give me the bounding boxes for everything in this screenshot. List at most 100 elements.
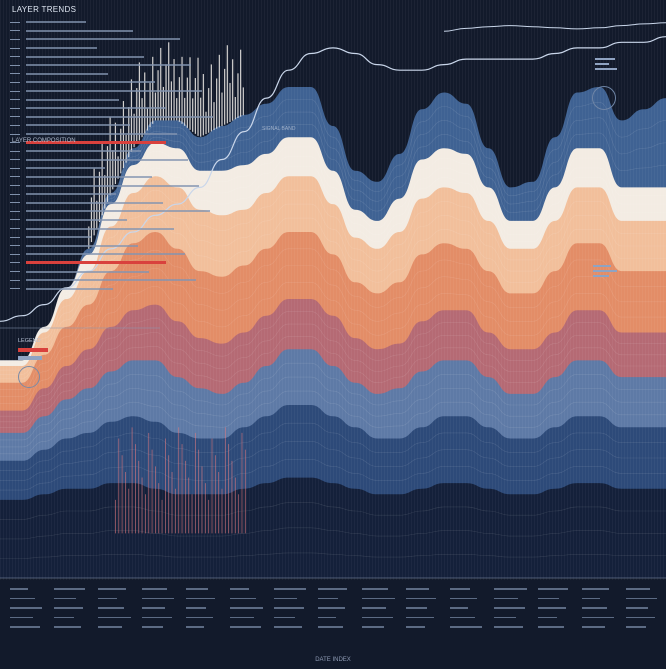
- footer-column: [362, 580, 412, 628]
- footer-line: [274, 616, 295, 618]
- footer-line: [450, 607, 468, 609]
- footer-line: [626, 588, 650, 590]
- trend-lines: [0, 22, 666, 322]
- row-bar: [26, 253, 185, 256]
- row-dash: [10, 47, 20, 49]
- footer-line: [318, 626, 343, 628]
- footer-column: [406, 580, 456, 628]
- footer-line: [98, 616, 131, 618]
- list-row: [10, 181, 225, 190]
- row-bar-highlight: [26, 141, 166, 145]
- row-bar: [26, 167, 105, 170]
- row-dash: [10, 185, 20, 187]
- list-row: [10, 156, 225, 165]
- row-dash: [10, 210, 20, 212]
- peak-line: [443, 22, 666, 32]
- footer-line: [318, 607, 345, 609]
- footer-line: [626, 626, 646, 628]
- footer-line: [142, 607, 165, 609]
- top-right-circle-icon: [592, 86, 616, 110]
- list-row: [10, 276, 225, 285]
- row-bar: [26, 184, 199, 187]
- x-axis-label: DATE INDEX: [315, 657, 351, 663]
- footer-line: [186, 626, 204, 628]
- list-row: [10, 216, 225, 225]
- footer-line: [98, 607, 124, 609]
- footer-line: [98, 597, 117, 599]
- footer-line: [186, 588, 208, 590]
- footer-line: [274, 626, 302, 628]
- chart-title: LAYER TRENDS: [12, 5, 77, 14]
- footer-line: [582, 607, 607, 609]
- list-row: [10, 35, 225, 44]
- footer-line: [230, 607, 263, 609]
- row-dash: [10, 271, 20, 273]
- row-dash: [10, 64, 20, 66]
- footer-column: [318, 580, 368, 628]
- row-bar: [26, 150, 141, 153]
- legend-swatch-blue: [18, 356, 42, 360]
- row-bar: [26, 133, 177, 136]
- list-row: [10, 241, 225, 250]
- footer-line: [10, 616, 33, 618]
- list-heading: LAYER COMPOSITION: [12, 138, 76, 144]
- footer-line: [626, 597, 657, 599]
- footer-line: [362, 616, 393, 618]
- footer-line: [142, 626, 163, 628]
- footer-column: [582, 580, 632, 628]
- footer-line: [10, 626, 40, 628]
- footer-column: [10, 580, 60, 628]
- footer-line: [538, 597, 559, 599]
- footer-line: [142, 616, 172, 618]
- footer-line: [538, 588, 568, 590]
- list-row: [10, 70, 225, 79]
- footer-line: [362, 597, 395, 599]
- row-dash: [10, 56, 20, 58]
- top-right-marker: [595, 55, 621, 73]
- row-bar: [26, 98, 119, 101]
- row-dash: [10, 193, 20, 195]
- row-bar: [26, 210, 210, 213]
- row-dash: [10, 99, 20, 101]
- row-bar: [26, 287, 113, 290]
- footer-line: [450, 588, 470, 590]
- footer-line: [274, 607, 304, 609]
- footer-column: [142, 580, 192, 628]
- list-row: [10, 164, 225, 173]
- footer-column: [274, 580, 324, 628]
- footer-line: [54, 616, 74, 618]
- row-bar: [26, 193, 116, 196]
- row-bar: [26, 279, 196, 282]
- list-row: [10, 78, 225, 87]
- footer-line: [450, 626, 482, 628]
- footer-line: [98, 626, 122, 628]
- row-dash: [10, 30, 20, 32]
- row-dash: [10, 21, 20, 23]
- row-bar: [26, 38, 180, 41]
- footer-line: [494, 626, 523, 628]
- row-bar: [26, 270, 149, 273]
- list-row: [10, 52, 225, 61]
- footer-line: [10, 607, 42, 609]
- footer-line: [186, 616, 213, 618]
- list-row: [10, 113, 225, 122]
- row-dash: [10, 288, 20, 290]
- footer-line: [626, 607, 648, 609]
- footer-column: [626, 580, 666, 628]
- row-bar: [26, 90, 202, 93]
- footer-line: [406, 616, 434, 618]
- row-dash: [10, 262, 20, 264]
- legend-swatch-red: [18, 348, 48, 352]
- list-row: [10, 250, 225, 259]
- footer-column: [54, 580, 104, 628]
- footer-column: [98, 580, 148, 628]
- footer-line: [582, 588, 609, 590]
- footer-line: [450, 616, 475, 618]
- row-dash: [10, 245, 20, 247]
- row-dash: [10, 150, 20, 152]
- footer-line: [10, 597, 35, 599]
- row-bar: [26, 107, 166, 110]
- footer-line: [230, 597, 256, 599]
- footer-line: [362, 626, 384, 628]
- list-row: [10, 87, 225, 96]
